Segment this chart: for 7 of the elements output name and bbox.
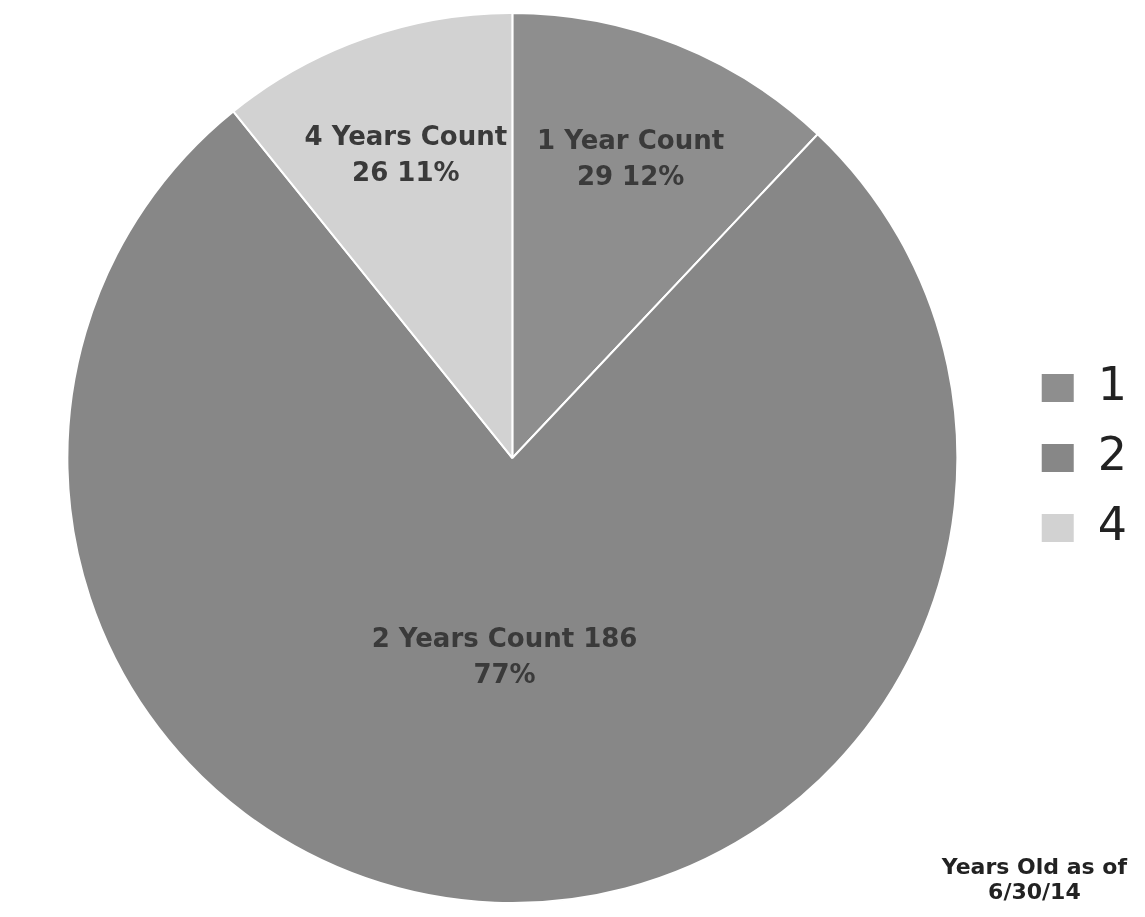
legend-label: 2 — [1097, 426, 1128, 481]
legend-label: 1 — [1097, 356, 1128, 411]
text: Years Old as of 6/30/14 — [941, 854, 1127, 904]
data-label: 2 Years Count 186 77% — [371, 622, 638, 689]
data-label: 1 Year Count 29 12% — [537, 124, 725, 191]
legend-label: 4 — [1097, 496, 1128, 551]
data-label: 4 Years Count 26 11% — [304, 120, 508, 187]
